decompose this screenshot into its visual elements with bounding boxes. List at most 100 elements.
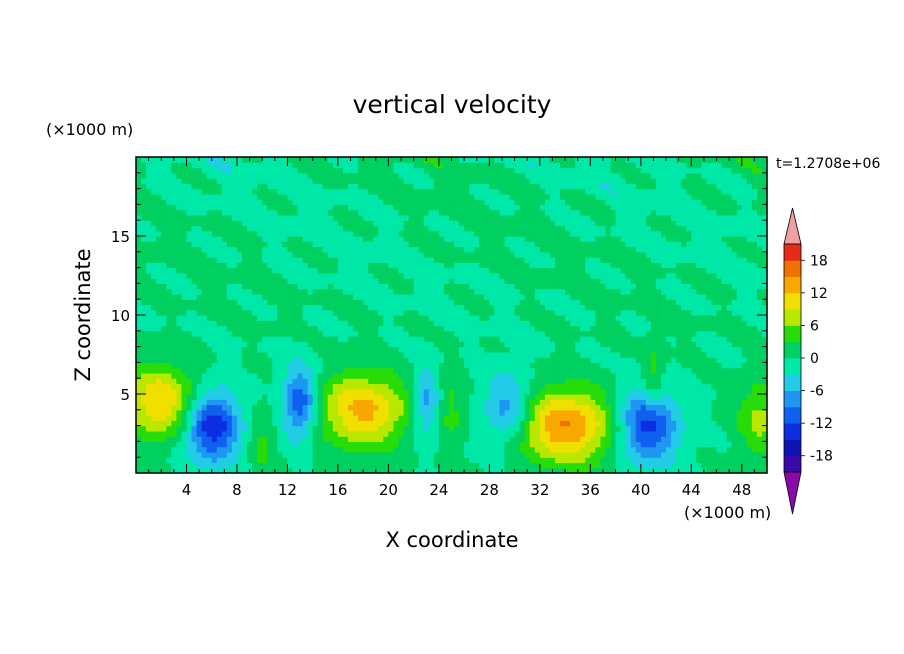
field-cell bbox=[196, 241, 203, 248]
field-cell bbox=[454, 288, 460, 295]
field-cell bbox=[156, 230, 162, 237]
field-cell bbox=[186, 204, 193, 211]
field-cell bbox=[297, 251, 304, 258]
field-cell bbox=[529, 320, 536, 327]
field-cell bbox=[216, 241, 223, 248]
field-cell bbox=[156, 193, 162, 200]
field-cell bbox=[221, 262, 228, 269]
field-cell bbox=[383, 367, 389, 374]
field-cell bbox=[514, 415, 521, 421]
field-cell bbox=[312, 199, 319, 205]
field-cell bbox=[342, 267, 349, 274]
field-cell bbox=[267, 162, 273, 169]
field-cell bbox=[337, 415, 344, 421]
field-cell bbox=[539, 162, 546, 169]
field-cell bbox=[277, 172, 283, 179]
field-cell bbox=[443, 293, 450, 300]
field-cell bbox=[524, 236, 531, 242]
field-cell bbox=[433, 436, 440, 442]
field-cell bbox=[413, 204, 420, 211]
field-cell bbox=[529, 409, 536, 416]
field-cell bbox=[519, 462, 526, 469]
field-cell bbox=[176, 251, 183, 258]
field-cell bbox=[353, 451, 359, 458]
field-cell bbox=[337, 320, 344, 327]
field-cell bbox=[151, 346, 157, 353]
field-cell bbox=[282, 430, 289, 437]
field-cell bbox=[519, 315, 526, 321]
field-cell bbox=[499, 178, 506, 184]
field-cell bbox=[231, 441, 238, 448]
field-cell bbox=[499, 436, 506, 442]
field-cell bbox=[443, 415, 450, 421]
field-cell bbox=[226, 441, 233, 448]
field-cell bbox=[448, 357, 455, 363]
field-cell bbox=[196, 225, 203, 232]
field-cell bbox=[464, 367, 470, 374]
field-cell bbox=[196, 299, 203, 306]
field-cell bbox=[418, 288, 425, 295]
field-cell bbox=[206, 246, 213, 253]
field-cell bbox=[262, 436, 268, 442]
field-cell bbox=[388, 167, 395, 174]
field-cell bbox=[282, 246, 289, 253]
field-cell bbox=[191, 399, 198, 406]
field-cell bbox=[342, 246, 349, 253]
field-cell bbox=[509, 272, 516, 279]
field-cell bbox=[348, 267, 354, 274]
field-cell bbox=[438, 409, 445, 416]
field-cell bbox=[156, 320, 162, 327]
field-cell bbox=[307, 214, 314, 221]
field-cell bbox=[231, 436, 238, 442]
field-cell bbox=[166, 467, 172, 474]
field-cell bbox=[287, 214, 294, 221]
field-cell bbox=[504, 162, 511, 169]
field-cell bbox=[448, 309, 455, 316]
field-cell bbox=[519, 251, 526, 258]
field-cell bbox=[479, 351, 485, 358]
field-cell bbox=[454, 157, 460, 163]
field-cell bbox=[297, 394, 304, 400]
field-cell bbox=[554, 394, 561, 400]
field-cell bbox=[403, 383, 410, 390]
field-cell bbox=[176, 178, 183, 184]
field-cell bbox=[378, 188, 384, 195]
field-cell bbox=[524, 246, 531, 253]
field-cell bbox=[504, 257, 511, 263]
field-cell bbox=[282, 262, 289, 269]
field-cell bbox=[539, 246, 546, 253]
field-cell bbox=[342, 315, 349, 321]
field-cell bbox=[418, 430, 425, 437]
field-cell bbox=[378, 304, 384, 311]
field-cell bbox=[317, 209, 324, 216]
field-cell bbox=[549, 409, 556, 416]
field-cell bbox=[312, 446, 319, 453]
field-cell bbox=[337, 183, 344, 190]
field-cell bbox=[403, 315, 410, 321]
field-cell bbox=[267, 293, 273, 300]
field-cell bbox=[332, 462, 339, 469]
field-cell bbox=[398, 309, 405, 316]
field-cell bbox=[388, 404, 395, 411]
field-cell bbox=[373, 257, 379, 263]
field-cell bbox=[459, 457, 465, 464]
field-cell bbox=[342, 262, 349, 269]
field-cell bbox=[247, 278, 253, 284]
field-cell bbox=[166, 325, 172, 332]
field-cell bbox=[292, 178, 299, 184]
field-cell bbox=[514, 357, 521, 363]
field-cell bbox=[277, 372, 283, 379]
field-cell bbox=[236, 225, 243, 232]
field-cell bbox=[166, 394, 172, 400]
field-cell bbox=[166, 188, 172, 195]
field-cell bbox=[161, 157, 167, 163]
field-cell bbox=[363, 362, 369, 369]
field-cell bbox=[348, 241, 354, 248]
field-cell bbox=[231, 209, 238, 216]
field-cell bbox=[211, 330, 218, 337]
field-cell bbox=[398, 336, 405, 342]
field-cell bbox=[252, 220, 258, 227]
field-cell bbox=[231, 409, 238, 416]
field-cell bbox=[479, 436, 485, 442]
field-cell bbox=[176, 362, 183, 369]
